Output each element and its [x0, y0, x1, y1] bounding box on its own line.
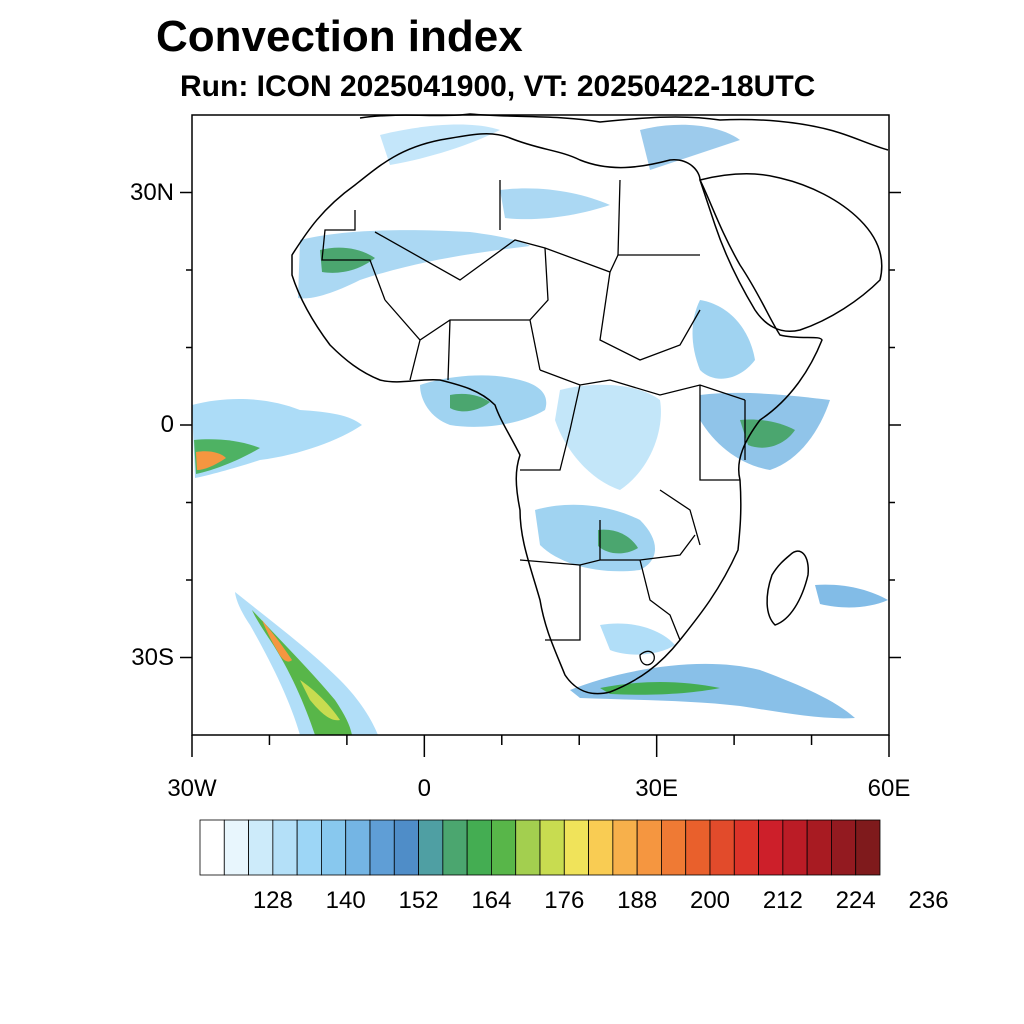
border-central	[499, 179, 701, 371]
arabian-peninsula-coastline	[699, 173, 883, 332]
lat-tick-label: 30S	[131, 643, 174, 671]
field-horn-ocean-core	[740, 419, 795, 448]
colorbar-label: 140	[325, 887, 366, 914]
field-south-africa-east	[600, 623, 675, 655]
field-congo	[555, 384, 661, 490]
colorbar-label: 224	[835, 887, 876, 914]
field-south-atlantic-mid	[300, 680, 340, 721]
border-southern	[519, 489, 701, 641]
chart-title: Convection index	[156, 12, 523, 61]
field-southern-africa-core	[598, 529, 638, 554]
colorbar-label: 188	[617, 887, 658, 914]
colorbar-label: 176	[544, 887, 585, 914]
border-equatorial	[520, 369, 746, 471]
colorbar-label: 128	[252, 887, 293, 914]
axis-ticks	[180, 191, 901, 757]
lon-tick-label: 30W	[167, 775, 217, 802]
madagascar-coastline	[766, 550, 809, 626]
field-west-africa-north	[298, 230, 530, 299]
field-sahara-north	[500, 188, 610, 220]
lon-tick-label: 30E	[635, 775, 679, 802]
border-west	[384, 299, 530, 381]
field-southern-africa	[535, 504, 655, 572]
lat-tick-label: 30N	[129, 178, 174, 206]
border-east	[699, 385, 746, 481]
convection-fields	[192, 124, 888, 735]
border-lesotho	[639, 650, 655, 666]
field-madagascar-ocean	[815, 584, 888, 608]
field-southern-ocean-core	[600, 682, 720, 695]
lon-tick-label: 60E	[867, 775, 911, 802]
field-gulf-of-guinea-core	[450, 393, 490, 412]
country-borders	[321, 179, 746, 666]
colorbar-label: 236	[908, 887, 949, 914]
colorbar-label: 212	[762, 887, 803, 914]
field-south-atlantic	[235, 592, 378, 735]
field-south-atlantic-hot	[262, 620, 292, 662]
colorbar-label: 152	[398, 887, 439, 914]
field-mediterranean	[640, 124, 740, 170]
colorbar-label: 164	[471, 887, 512, 914]
africa-coastline	[291, 133, 823, 695]
lon-tick-label: 0	[417, 775, 432, 802]
field-east-africa	[692, 300, 755, 379]
field-southern-ocean	[570, 663, 855, 719]
colorbar-label: 200	[689, 887, 731, 914]
lat-tick-label: 0	[160, 411, 174, 438]
field-atlantic-equatorial-hot	[196, 451, 226, 470]
chart-subtitle: Run: ICON 2025041900, VT: 20250422-18UTC	[180, 70, 816, 103]
field-north-africa	[380, 124, 500, 165]
